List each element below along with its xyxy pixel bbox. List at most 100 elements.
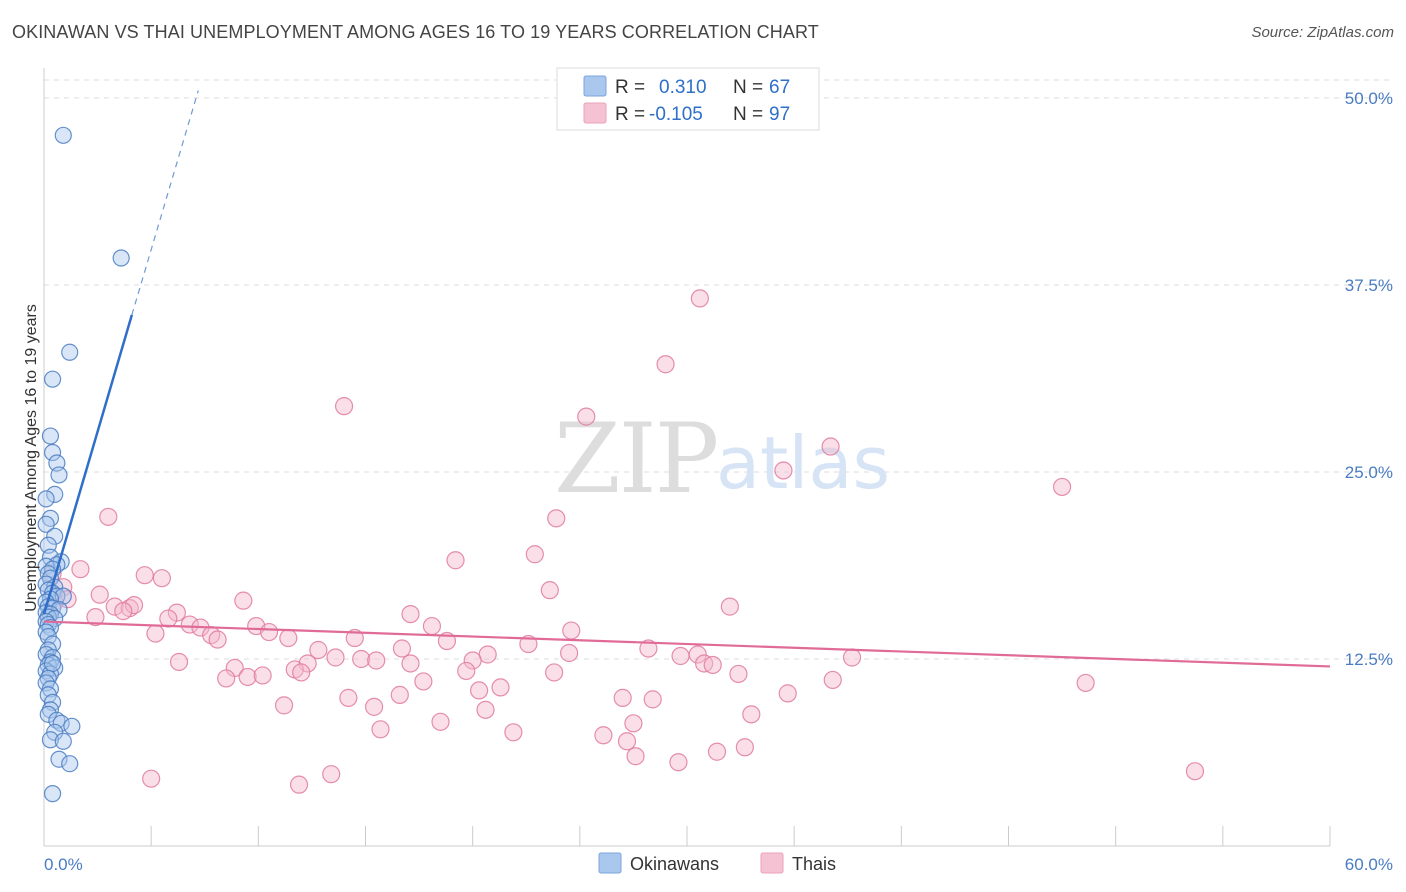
chart-title: OKINAWAN VS THAI UNEMPLOYMENT AMONG AGES… <box>12 22 819 42</box>
thai-point-35 <box>259 622 279 642</box>
correlation-legend: R = 0.310 N = 67 R = -0.105 N = 97 <box>556 67 820 131</box>
trend-lines <box>42 90 1331 668</box>
thai-point-49 <box>688 645 707 664</box>
okinawan-point-7 <box>50 466 68 484</box>
thai-point-64 <box>217 669 236 688</box>
thai-point-84 <box>624 714 643 733</box>
thai-point-56 <box>367 651 386 670</box>
thai-point-60 <box>401 654 420 673</box>
thai-point-21 <box>105 597 124 616</box>
gridlines <box>44 79 1392 660</box>
y-tick-label-0: 12.5% <box>1345 650 1393 669</box>
thai-point-77 <box>778 684 797 703</box>
thai-point-92 <box>669 753 688 772</box>
thai-point-69 <box>823 670 842 690</box>
thai-point-96 <box>322 765 341 784</box>
watermark-zip: ZIP <box>554 403 717 515</box>
thai-point-89 <box>735 738 754 757</box>
thai-point-25 <box>114 602 133 621</box>
thai-point-81 <box>476 700 495 719</box>
thai-point-2 <box>334 397 354 416</box>
thai-point-50 <box>842 648 862 667</box>
bottom-legend-okinawans: Okinawans <box>630 854 719 874</box>
thai-point-83 <box>431 712 450 731</box>
okinawan-point-62 <box>41 731 60 749</box>
thai-point-54 <box>169 652 189 672</box>
thai-point-79 <box>274 696 294 715</box>
thai-trend-line <box>43 620 1331 668</box>
thai-point-30 <box>180 615 199 634</box>
thai-point-32 <box>422 616 442 636</box>
okinawan-point-5 <box>43 443 62 462</box>
thai-point-85 <box>371 720 390 739</box>
thai-point-76 <box>613 688 632 707</box>
thai-point-75 <box>339 688 358 707</box>
thai-point-44 <box>309 640 328 660</box>
thai-point-47 <box>560 643 579 663</box>
legend-n-value-okinawans: 67 <box>769 77 790 98</box>
legend-swatch-thais <box>583 102 607 124</box>
thai-point-23 <box>124 596 144 615</box>
thai-point-51 <box>326 648 345 667</box>
legend-swatch-okinawans <box>583 75 607 97</box>
thai-point-24 <box>720 597 739 616</box>
thai-point-57 <box>463 651 482 670</box>
thai-point-0 <box>690 289 709 308</box>
thai-point-19 <box>234 591 253 610</box>
thai-point-16 <box>540 581 559 600</box>
okinawan-point-60 <box>63 717 81 735</box>
thai-point-90 <box>707 742 727 761</box>
thai-point-91 <box>626 747 645 766</box>
bottom-legend-swatch-thais <box>760 852 784 874</box>
thai-point-42 <box>519 634 538 654</box>
okinawan-point-8 <box>46 485 64 504</box>
thai-point-1 <box>656 355 675 374</box>
thai-point-68 <box>729 664 748 684</box>
thai-point-17 <box>90 585 109 604</box>
thai-point-94 <box>289 775 309 794</box>
okinawan-point-1 <box>112 249 130 267</box>
thai-point-78 <box>643 690 662 709</box>
y-axis-label: Unemployment Among Ages 16 to 19 years <box>23 304 40 612</box>
okinawan-points <box>37 126 130 803</box>
okinawan-point-4 <box>41 427 60 445</box>
legend-r-label-thais: R = <box>615 104 645 125</box>
okinawan-point-12 <box>46 527 64 545</box>
thai-point-61 <box>457 661 476 681</box>
okinawan-point-26 <box>54 587 72 605</box>
thai-point-80 <box>364 697 384 716</box>
thai-point-70 <box>414 672 433 691</box>
okinawan-point-59 <box>52 714 70 732</box>
thai-point-27 <box>86 607 105 627</box>
legend-r-value-okinawans: 0.310 <box>659 77 707 98</box>
x-tick-label-max: 60.0% <box>1345 855 1393 874</box>
thai-point-36 <box>146 624 165 643</box>
thai-point-39 <box>208 630 227 649</box>
thai-point-65 <box>238 667 257 687</box>
y-tick-label-1: 25.0% <box>1345 463 1393 482</box>
okinawan-point-11 <box>37 515 55 533</box>
thai-point-66 <box>253 666 272 685</box>
legend-n-label-okinawans: N = <box>733 77 763 98</box>
thai-point-72 <box>469 681 489 700</box>
bottom-legend-swatch-okinawans <box>598 852 622 874</box>
legend-n-label-thais: N = <box>733 104 763 125</box>
thai-point-9 <box>525 545 544 564</box>
thai-points <box>43 289 1205 794</box>
thai-point-62 <box>545 663 564 682</box>
legend-n-value-thais: 97 <box>769 104 790 125</box>
thai-point-28 <box>401 604 420 624</box>
thai-point-46 <box>639 639 658 658</box>
thai-point-8 <box>547 509 566 528</box>
legend-r-label-okinawans: R = <box>615 77 645 98</box>
thai-point-7 <box>99 507 118 526</box>
okinawan-point-56 <box>41 701 60 719</box>
thai-point-87 <box>594 726 613 745</box>
okinawan-point-57 <box>39 705 57 723</box>
thai-point-14 <box>152 569 171 588</box>
thai-point-11 <box>71 560 90 579</box>
thai-point-43 <box>392 639 412 658</box>
okinawan-trend-extension <box>131 90 199 316</box>
thai-point-63 <box>703 655 722 675</box>
